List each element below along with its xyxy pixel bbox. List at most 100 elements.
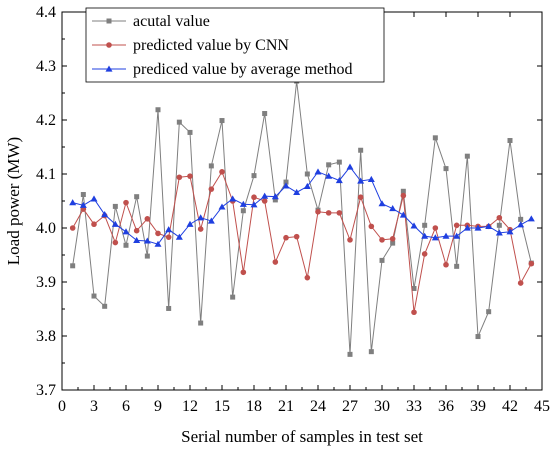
series-1-point: [486, 309, 492, 315]
series-3-point: [485, 222, 493, 229]
series-2-point: [496, 214, 503, 221]
series-1-point: [187, 129, 193, 135]
y-axis: 3.7 3.8 3.9 4.0 4.1 4.2 4.3 4.4: [36, 4, 542, 399]
series-2-point: [368, 223, 375, 230]
series-3-point: [229, 195, 237, 202]
series-3-point: [314, 168, 322, 175]
series-1-point: [368, 349, 374, 355]
x-tick-label: 39: [470, 398, 486, 415]
series-2-point: [112, 239, 119, 246]
series-1-point: [464, 153, 470, 159]
x-tick-label: 27: [342, 398, 358, 415]
x-tick-label: 45: [534, 398, 550, 415]
series-2-point: [336, 210, 343, 216]
series-3-point: [442, 232, 450, 239]
series-3-point: [69, 199, 77, 206]
y-tick-label: 4.1: [36, 166, 56, 183]
series-2-point: [123, 199, 129, 206]
x-axis-label: Serial number of samples in test set: [181, 427, 423, 446]
y-tick-label: 4.2: [36, 112, 56, 129]
series-2-point: [261, 198, 268, 204]
series-1-point: [240, 208, 246, 214]
series-3-point: [186, 220, 194, 227]
series-1-point: [272, 197, 278, 203]
series-3-point: [421, 232, 429, 239]
series-3-point: [399, 211, 407, 218]
series-2-point: [379, 237, 385, 243]
series-2-point: [400, 192, 407, 199]
series-2-point: [411, 309, 417, 316]
series-3-point: [325, 172, 333, 179]
series-3-point: [154, 240, 162, 247]
series-1-point: [304, 171, 310, 177]
series-3-point: [250, 201, 258, 208]
series-1-point: [326, 162, 332, 168]
y-tick-label: 3.7: [36, 382, 56, 399]
series-2-point: [240, 269, 247, 276]
x-tick-label: 18: [246, 398, 262, 415]
series-2-point: [347, 237, 353, 243]
series-3-point: [303, 182, 311, 190]
series-1-point: [411, 285, 417, 291]
legend-box: [85, 7, 385, 83]
series-1-point: [134, 194, 140, 200]
series-1-point: [475, 334, 481, 340]
series-1-point: [432, 135, 438, 141]
series-3-point: [410, 222, 418, 229]
y-tick-label: 4.0: [36, 220, 56, 237]
series-3-point: [367, 175, 375, 182]
series-3-point: [143, 237, 151, 244]
x-tick-label: 6: [122, 398, 130, 415]
y-tick-label: 3.8: [36, 328, 56, 345]
series-3-point: [474, 224, 482, 231]
series-1-point: [347, 351, 353, 357]
series-2-point: [155, 230, 161, 237]
x-tick-label: 33: [406, 398, 422, 415]
series-3-point: [517, 221, 525, 228]
series-2-point: [357, 194, 364, 201]
y-tick-label: 3.9: [36, 274, 56, 291]
legend: acutal value predicted value by CNN predic…: [85, 7, 385, 83]
series-3-point: [133, 236, 141, 244]
series-1-point: [70, 263, 76, 269]
series-3-point: [453, 232, 461, 239]
x-tick-label: 9: [154, 398, 162, 415]
series-1-point: [262, 111, 268, 117]
series-3-point: [101, 211, 109, 218]
series-3-point: [357, 177, 365, 184]
series-3-point: [463, 224, 471, 231]
series-2-point: [315, 209, 321, 215]
series-2-point: [208, 186, 215, 192]
series-1-point: [166, 305, 172, 311]
x-tick-label: 24: [310, 398, 326, 415]
series-2-point: [165, 234, 172, 240]
series-2-point: [251, 194, 257, 201]
series-3-point: [389, 205, 397, 212]
series-1-point: [144, 253, 150, 259]
series-2-point: [272, 259, 279, 265]
series-2-point: [219, 169, 225, 175]
series-3-point: [175, 233, 183, 240]
series-3-point: [207, 217, 215, 224]
series-1-point: [230, 294, 236, 300]
series-2-point: [144, 216, 151, 222]
series-1-point: [123, 242, 129, 248]
series-1-point: [283, 179, 289, 185]
series-1-point: [507, 138, 513, 144]
series-3-point: [495, 229, 503, 236]
series-2-point: [133, 227, 140, 234]
legend-marker-3: [105, 65, 113, 72]
series-1-point: [208, 163, 214, 169]
legend-label-2: predicted value by CNN: [133, 37, 289, 54]
series-1-point: [422, 222, 428, 228]
series-2-point: [197, 226, 204, 232]
series-1-point: [496, 222, 502, 228]
series-3-point: [527, 215, 535, 222]
x-tick-label: 3: [90, 398, 98, 415]
series-3-point: [293, 188, 301, 195]
series-1-point: [379, 257, 385, 263]
series-1-point: [80, 192, 86, 198]
y-axis-label: Load power (MW): [4, 137, 23, 265]
series-1-point: [176, 119, 182, 125]
